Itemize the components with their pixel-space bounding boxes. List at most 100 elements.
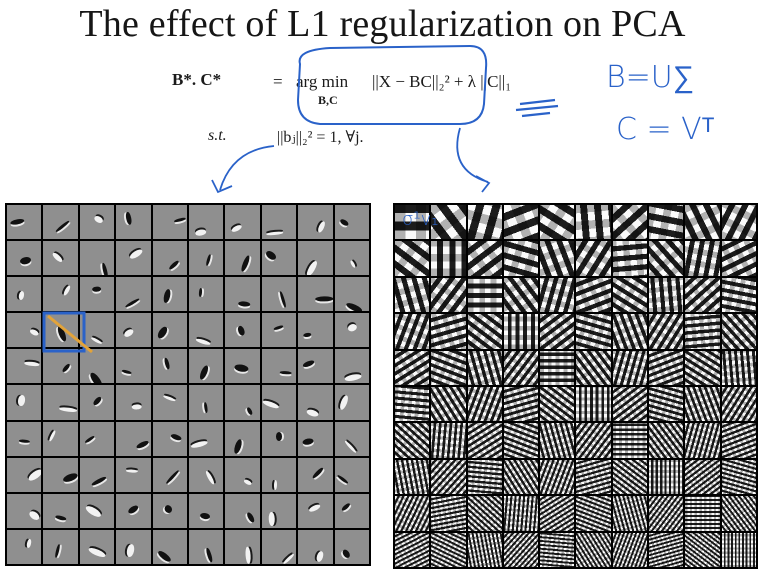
pca-basis-patch — [576, 459, 611, 495]
pca-basis-grid — [393, 203, 758, 569]
sparse-stroke — [349, 260, 357, 269]
sparse-basis-patch — [116, 241, 151, 276]
pca-basis-patch — [467, 496, 502, 531]
sparse-stroke — [238, 300, 251, 307]
pca-basis-patch — [467, 241, 502, 276]
sparse-stroke — [123, 327, 135, 338]
pca-basis-patch — [576, 277, 611, 313]
handwritten-sigma-v: σ¹v₁ — [402, 209, 439, 230]
sparse-basis-patch — [225, 529, 260, 564]
sparse-basis-patch — [298, 349, 333, 384]
pca-basis-patch — [721, 314, 756, 349]
sparse-stroke — [25, 538, 32, 549]
sparse-stroke — [346, 322, 358, 333]
pca-basis-patch — [395, 423, 430, 458]
sparse-basis-patch — [189, 493, 224, 528]
equation-argmin: arg min — [296, 72, 349, 91]
slide-title: The effect of L1 regularization on PCA — [79, 3, 686, 45]
pca-basis-patch — [685, 314, 720, 349]
sparse-basis-patch — [261, 349, 297, 384]
annotation-underline — [515, 98, 559, 118]
sparse-stroke — [205, 253, 212, 266]
sparse-basis-patch — [152, 205, 187, 240]
sparse-stroke — [125, 469, 138, 474]
pca-basis-patch — [649, 387, 684, 422]
sparse-basis-patch — [79, 457, 115, 492]
pca-basis-patch — [431, 423, 466, 458]
pca-basis-patch — [685, 423, 720, 458]
pca-basis-patch — [612, 387, 648, 422]
sparse-stroke — [131, 404, 142, 410]
sparse-basis-patch — [334, 277, 369, 312]
sparse-stroke — [301, 437, 314, 446]
pca-basis-patch — [685, 241, 720, 276]
sparse-stroke — [157, 549, 173, 563]
sparse-stroke — [92, 396, 103, 407]
sparse-stroke — [163, 503, 174, 515]
sparse-stroke — [61, 363, 72, 374]
pca-basis-patch — [467, 459, 502, 495]
pca-basis-patch — [540, 205, 575, 240]
sparse-basis-patch — [116, 421, 151, 456]
sparse-basis-patch — [261, 457, 297, 492]
sparse-stroke — [317, 220, 327, 235]
sparse-stroke — [17, 290, 25, 300]
sparse-stroke — [61, 472, 78, 484]
pca-basis-patch — [503, 459, 539, 495]
pca-basis-patch — [467, 532, 502, 567]
sparse-basis-patch — [152, 313, 187, 348]
pca-basis-patch — [721, 496, 756, 531]
equation-argmin-subscript: B,C — [318, 93, 338, 107]
sparse-basis-patch — [152, 457, 187, 492]
sparse-basis-patch — [298, 205, 333, 240]
pca-basis-patch — [467, 205, 502, 240]
pca-basis-patch — [721, 241, 756, 276]
pca-basis-patch — [649, 532, 684, 567]
sparse-basis-patch — [7, 457, 42, 492]
sparse-basis-patch — [334, 313, 369, 348]
pca-basis-patch — [685, 387, 720, 422]
pca-basis-patch — [467, 387, 502, 422]
sparse-basis-patch — [298, 529, 333, 564]
sparse-basis-patch — [334, 241, 369, 276]
pca-basis-patch — [540, 532, 575, 567]
sparse-stroke — [315, 296, 333, 302]
pca-basis-patch — [503, 532, 539, 567]
sparse-basis-patch — [43, 457, 78, 492]
sparse-stroke — [162, 288, 172, 304]
sparse-stroke — [273, 479, 277, 490]
sparse-stroke — [278, 291, 287, 309]
sparse-stroke — [265, 249, 278, 261]
sparse-basis-patch — [79, 349, 115, 384]
sparse-basis-patch — [261, 313, 297, 348]
sparse-stroke — [10, 217, 25, 226]
sparse-basis-patch — [189, 313, 224, 348]
pca-basis-patch — [395, 205, 430, 240]
pca-basis-patch — [649, 277, 684, 313]
sparse-basis-patch — [7, 421, 42, 456]
pca-basis-patch — [395, 277, 430, 313]
sparse-stroke — [23, 360, 40, 367]
sparse-basis-patch — [79, 493, 115, 528]
pca-basis-patch — [685, 532, 720, 567]
sparse-stroke — [84, 503, 103, 519]
pca-basis-patch — [503, 387, 539, 422]
sparse-stroke — [345, 301, 364, 312]
sparse-stroke — [162, 394, 176, 402]
sparse-stroke — [304, 260, 319, 276]
sparse-stroke — [282, 552, 296, 564]
pca-basis-patch — [395, 459, 430, 495]
sparse-basis-patch — [334, 349, 369, 384]
sparse-stroke — [302, 358, 316, 369]
sparse-basis-patch — [152, 349, 187, 384]
pca-basis-patch — [431, 496, 466, 531]
sparse-stroke — [124, 211, 133, 226]
sparse-basis-patch — [189, 277, 224, 312]
pca-basis-patch — [503, 350, 539, 385]
sparse-basis-patch — [298, 313, 333, 348]
pca-basis-patch — [612, 423, 648, 458]
sparse-basis-patch — [189, 421, 224, 456]
pca-basis-patch — [503, 423, 539, 458]
sparse-basis-patch — [152, 529, 187, 564]
sparse-stroke — [93, 214, 104, 224]
